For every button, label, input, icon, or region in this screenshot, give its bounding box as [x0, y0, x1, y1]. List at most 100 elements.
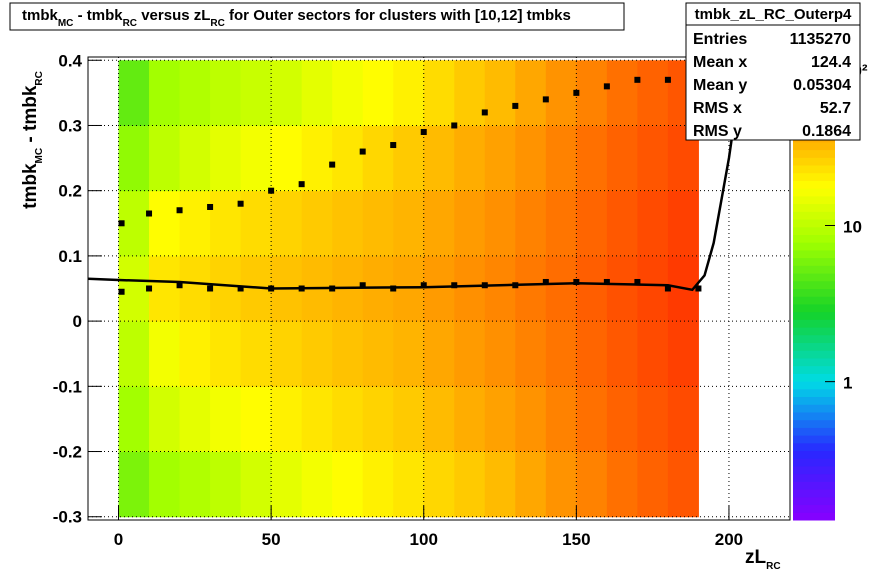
heatmap-cell [149, 190, 181, 257]
profile-point [268, 187, 275, 194]
heatmap-cell [179, 321, 211, 387]
subscript: RC [766, 561, 780, 572]
heatmap-cell [362, 190, 394, 257]
profile-point [664, 76, 671, 83]
heatmap-cell [332, 386, 364, 453]
heatmap-cell [454, 451, 486, 518]
heatmap-cell [423, 255, 455, 322]
y-tick-label: -0.2 [53, 443, 82, 462]
palette-band [793, 327, 835, 336]
profile-point [359, 148, 366, 155]
heatmap-cell [179, 451, 211, 518]
heatmap-cell [423, 451, 455, 518]
stats-value: 0.05304 [793, 77, 851, 94]
heatmap-cell [576, 190, 608, 257]
heatmap-cell [484, 190, 516, 257]
heatmap-cell [637, 255, 669, 322]
stats-key: Entries [693, 31, 747, 48]
heatmap-cell [637, 60, 669, 126]
heatmap-cell [362, 60, 394, 126]
heatmap-cell [515, 255, 547, 322]
subscript: MC [58, 18, 74, 29]
heatmap-cell [301, 451, 333, 518]
palette-band [793, 442, 835, 452]
heatmap-cell [576, 386, 608, 453]
heatmap-cell [484, 451, 516, 518]
x-tick-label: 100 [410, 530, 438, 549]
palette-band [793, 180, 835, 189]
profile-point [207, 285, 214, 292]
heatmap-cell [332, 451, 364, 518]
heatmap-cell [515, 386, 547, 453]
label-part: zL [745, 547, 767, 568]
heatmap-cell [332, 321, 364, 387]
heatmap-cell [393, 451, 425, 518]
heatmap-cell [362, 386, 394, 453]
palette-band [793, 311, 835, 320]
heatmap-cell [576, 125, 608, 192]
heatmap-cell [545, 255, 577, 322]
profile-point [573, 278, 580, 285]
palette-band [793, 404, 835, 413]
heatmap-cell [271, 190, 303, 257]
heatmap-cell [271, 125, 303, 192]
x-tick-label: 200 [715, 530, 743, 549]
heatmap-cell [484, 60, 516, 126]
palette-band [793, 373, 835, 382]
palette-band [793, 381, 835, 390]
palette-band [793, 234, 835, 243]
heatmap-cell [301, 60, 333, 126]
heatmap-cell [271, 321, 303, 387]
palette-band [793, 357, 835, 367]
heatmap-cell [545, 60, 577, 126]
palette-band [793, 203, 835, 212]
heatmap-cell [515, 125, 547, 192]
heatmap-cell [667, 451, 699, 518]
heatmap-cell [362, 125, 394, 192]
palette-band [793, 172, 835, 181]
profile-point [451, 122, 458, 129]
heatmap-cell [423, 125, 455, 192]
palette-band [793, 257, 835, 266]
heatmap-cell [210, 451, 242, 518]
heatmap-cell [454, 125, 486, 192]
palette-band [793, 342, 835, 351]
heatmap-cell [332, 125, 364, 192]
heatmap-cell [667, 190, 699, 257]
heatmap-cell [515, 321, 547, 387]
heatmap-cell [606, 321, 638, 387]
heatmap-cell [637, 190, 669, 257]
heatmap-cell [423, 386, 455, 453]
heatmap-cell [545, 190, 577, 257]
heatmap-cell [545, 321, 577, 387]
palette-band [793, 450, 835, 459]
heatmap-cell [393, 125, 425, 192]
label-part: tmbk [20, 163, 41, 209]
heatmap-cell [515, 60, 547, 126]
palette-band [793, 288, 835, 297]
profile-point [420, 282, 427, 289]
heatmap-cell [423, 321, 455, 387]
heatmap-cell [454, 386, 486, 453]
palette-band [793, 419, 835, 428]
heatmap-cell [118, 125, 150, 192]
frame [87, 56, 791, 521]
stats-value: 124.4 [811, 54, 851, 71]
heatmap-cell [179, 386, 211, 453]
heatmap-cell [484, 125, 516, 192]
profile-point [207, 203, 214, 210]
profile-point [237, 285, 244, 292]
heatmap-cell [667, 386, 699, 453]
subscript: RC [210, 18, 224, 29]
x-tick-label: 150 [562, 530, 590, 549]
heatmap-cell [240, 125, 272, 192]
heatmap-cell [149, 386, 181, 453]
palette-band [793, 504, 835, 513]
profile-point [329, 161, 336, 168]
heatmap-cell [515, 190, 547, 257]
palette-band [793, 512, 835, 521]
heatmap-cell [423, 190, 455, 257]
subscript: RC [123, 18, 137, 29]
profile-point [176, 282, 183, 289]
y-tick-label: 0.1 [58, 247, 82, 266]
